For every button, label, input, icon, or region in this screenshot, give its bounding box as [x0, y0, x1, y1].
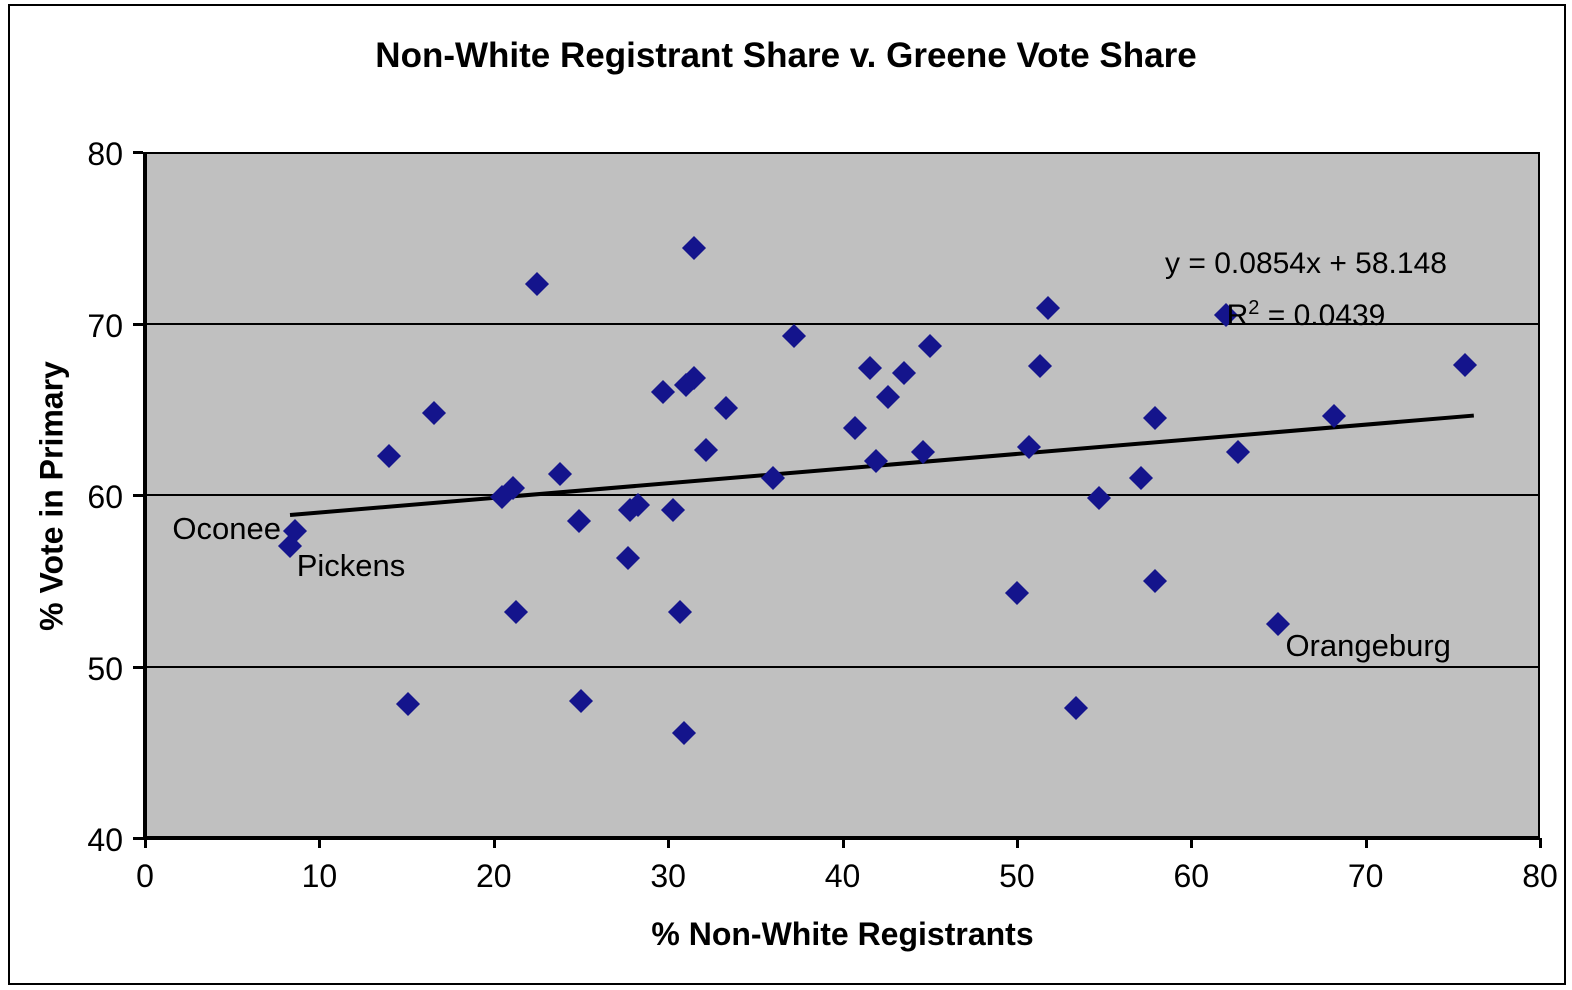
x-tick-20	[492, 838, 496, 848]
chart-border	[8, 4, 1566, 985]
x-tick-0	[144, 838, 147, 848]
y-tick-80	[133, 151, 143, 154]
county-label-orangeburg: Orangeburg	[1285, 627, 1451, 663]
y-tick-40	[133, 837, 143, 840]
y-tick-label-80: 80	[87, 136, 123, 172]
x-tick-80	[1539, 838, 1542, 848]
x-tick-50	[1015, 838, 1019, 848]
r-squared-line: R2 = 0.0439	[1096, 286, 1516, 338]
equation-line: y = 0.0854x + 58.148	[1165, 247, 1447, 280]
x-tick-label-50: 50	[999, 858, 1035, 894]
x-tick-label-80: 80	[1522, 858, 1558, 894]
x-tick-label-0: 0	[136, 858, 154, 894]
y-tick-label-70: 70	[87, 307, 123, 344]
r-squared-exponent: 2	[1248, 297, 1260, 319]
chart-title: Non-White Registrant Share v. Greene Vot…	[375, 36, 1197, 75]
x-tick-label-40: 40	[824, 858, 861, 894]
trendline-equation: y = 0.0854x + 58.148 R2 = 0.0439	[1096, 242, 1516, 338]
x-tick-40	[841, 838, 845, 848]
x-tick-70	[1364, 838, 1368, 848]
x-tick-30	[667, 838, 671, 848]
county-label-oconee: Oconee	[172, 511, 281, 546]
y-tick-label-40: 40	[87, 822, 123, 858]
gridline-y-70	[145, 322, 1540, 325]
y-axis-line	[143, 152, 146, 840]
x-axis-title: % Non-White Registrants	[651, 916, 1034, 952]
r-squared-base: R	[1226, 299, 1249, 332]
x-tick-label-20: 20	[475, 858, 512, 894]
x-tick-60	[1190, 838, 1194, 848]
county-label-pickens: Pickens	[296, 548, 406, 584]
y-axis-title: % Vote in Primary	[33, 361, 70, 631]
gridline-y-60	[145, 494, 1540, 496]
x-tick-10	[318, 838, 322, 848]
r-squared-value: = 0.0439	[1259, 299, 1386, 332]
gridline-y-50	[145, 665, 1540, 668]
y-tick-50	[133, 665, 143, 669]
x-tick-label-10: 10	[301, 858, 338, 894]
y-tick-label-50: 50	[87, 650, 123, 687]
y-tick-60	[133, 494, 143, 497]
x-tick-label-70: 70	[1347, 858, 1384, 894]
y-tick-label-60: 60	[87, 479, 123, 515]
x-tick-label-30: 30	[650, 858, 686, 894]
x-tick-label-60: 60	[1173, 858, 1210, 894]
y-tick-70	[133, 322, 143, 326]
